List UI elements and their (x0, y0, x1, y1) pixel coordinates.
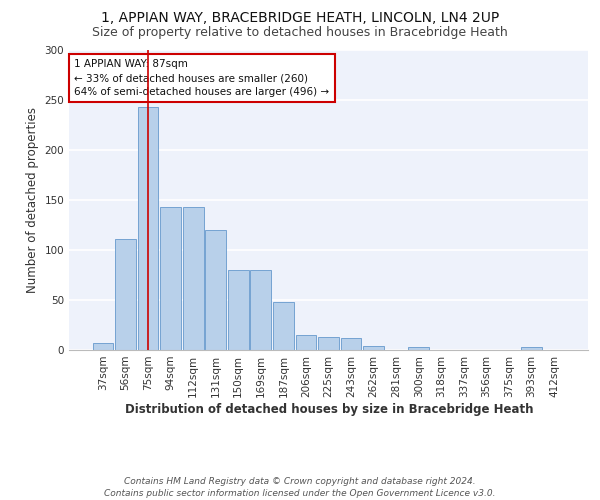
Bar (137, 107, 158, 350)
Text: 1, APPIAN WAY, BRACEBRIDGE HEATH, LINCOLN, LN4 2UP: 1, APPIAN WAY, BRACEBRIDGE HEATH, LINCOL… (101, 11, 499, 25)
Bar (205, 230, 226, 350)
Bar (160, 207, 181, 350)
Text: Size of property relative to detached houses in Bracebridge Heath: Size of property relative to detached ho… (92, 26, 508, 39)
Text: 1 APPIAN WAY: 87sqm
← 33% of detached houses are smaller (260)
64% of semi-detac: 1 APPIAN WAY: 87sqm ← 33% of detached ho… (74, 59, 329, 97)
Text: Distribution of detached houses by size in Bracebridge Heath: Distribution of detached houses by size … (125, 402, 533, 415)
Bar (228, 270, 248, 350)
Y-axis label: Number of detached properties: Number of detached properties (26, 107, 39, 293)
Bar (183, 207, 203, 350)
Bar (341, 338, 361, 350)
Bar (363, 346, 384, 350)
Bar (409, 347, 429, 350)
Bar (115, 239, 136, 350)
Bar (296, 335, 316, 350)
Bar (521, 347, 542, 350)
Text: Contains HM Land Registry data © Crown copyright and database right 2024.
Contai: Contains HM Land Registry data © Crown c… (104, 476, 496, 498)
Bar (318, 337, 339, 350)
Bar (92, 343, 113, 350)
Bar (273, 302, 294, 350)
Bar (250, 270, 271, 350)
